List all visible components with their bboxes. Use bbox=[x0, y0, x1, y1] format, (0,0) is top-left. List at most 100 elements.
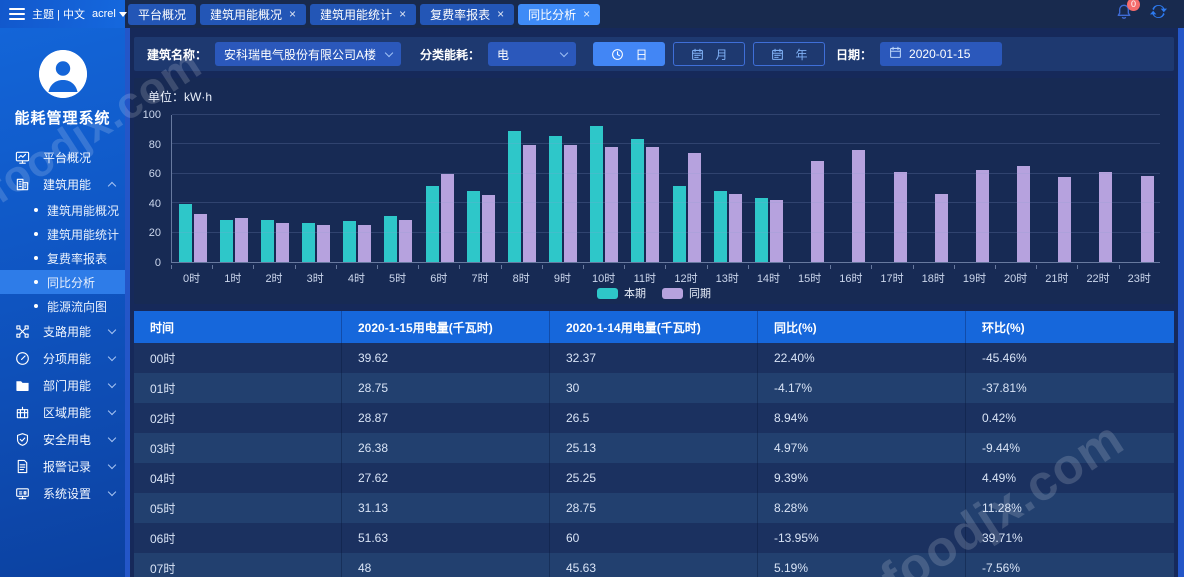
sidebar-item-系统设置[interactable]: 系统设置 bbox=[0, 480, 125, 507]
chevron-down-icon bbox=[107, 379, 117, 389]
bullet-dot bbox=[34, 280, 38, 284]
building-select-value: 安科瑞电气股份有限公司A楼 bbox=[224, 47, 377, 62]
refresh-icon bbox=[1149, 5, 1168, 25]
bar-本期-7时 bbox=[466, 191, 480, 262]
tab-close-icon[interactable]: × bbox=[289, 7, 297, 21]
date-value: 2020-01-15 bbox=[909, 47, 971, 61]
sidebar-subitem-建筑用能概况[interactable]: 建筑用能概况 bbox=[0, 198, 125, 222]
table-cell: 9.39% bbox=[758, 463, 966, 493]
building-name-label: 建筑名称： bbox=[147, 47, 208, 62]
date-picker-input[interactable]: 2020-01-15 bbox=[880, 42, 1003, 66]
y-axis-tick: 60 bbox=[148, 168, 161, 181]
tab-label: 复费率报表 bbox=[430, 7, 491, 22]
bar-同期-13时 bbox=[728, 194, 742, 262]
sidebar-subitem-能源流向图[interactable]: 能源流向图 bbox=[0, 294, 125, 318]
tab-5[interactable]: 同比分析 × bbox=[518, 3, 601, 25]
user-menu[interactable]: acrel bbox=[92, 8, 127, 20]
chevron-down-icon bbox=[107, 352, 117, 362]
y-axis-tick: 40 bbox=[148, 197, 161, 210]
x-axis-label: 14时 bbox=[747, 265, 789, 285]
sidebar-subitem-复费率报表[interactable]: 复费率报表 bbox=[0, 246, 125, 270]
sidebar-subitem-同比分析[interactable]: 同比分析 bbox=[0, 270, 125, 294]
period-button-月[interactable]: 月 bbox=[673, 42, 746, 66]
energy-category-select[interactable]: 电 bbox=[488, 42, 577, 66]
legend-item-同期[interactable]: 同期 bbox=[662, 285, 711, 301]
tab-close-icon[interactable]: × bbox=[583, 7, 591, 21]
x-axis-label: 16时 bbox=[830, 265, 871, 285]
bar-group-7时 bbox=[460, 115, 501, 262]
tab-close-icon[interactable]: × bbox=[399, 7, 407, 21]
bar-同期-8时 bbox=[522, 145, 536, 262]
table-cell: 01时 bbox=[134, 373, 342, 403]
sidebar-subitem-label: 同比分析 bbox=[47, 275, 96, 290]
table-header-row: 时间 2020-1-15用电量(千瓦时) 2020-1-14用电量(千瓦时) 同比(%… bbox=[134, 311, 1174, 343]
sidebar-item-部门用能[interactable]: 部门用能 bbox=[0, 372, 125, 399]
bar-group-2时 bbox=[254, 115, 295, 262]
chart-legend: 本期 同期 bbox=[134, 285, 1174, 301]
gridline bbox=[172, 202, 1160, 204]
table-header-cell: 同比(%) bbox=[758, 311, 966, 343]
bar-本期-4时 bbox=[343, 221, 357, 262]
bar-本期-3时 bbox=[302, 223, 316, 262]
theme-language-label[interactable]: 主题 | 中文 bbox=[32, 9, 85, 21]
sidebar-item-区域用能[interactable]: 区域用能 bbox=[0, 399, 125, 426]
x-axis-label: 13时 bbox=[706, 265, 748, 285]
period-button-日[interactable]: 日 bbox=[593, 42, 666, 66]
table-cell: 03时 bbox=[134, 433, 342, 463]
sidebar: 能耗管理系统 平台概况 建筑用能 建筑用能概况 建筑用能统计 复费率报表 同比分析 能源流向… bbox=[0, 28, 125, 577]
sidebar-item-分项用能[interactable]: 分项用能 bbox=[0, 345, 125, 372]
period-button-年[interactable]: 年 bbox=[753, 42, 826, 66]
bar-本期-14时 bbox=[754, 198, 768, 262]
sidebar-item-安全用电[interactable]: 安全用电 bbox=[0, 426, 125, 453]
alarm-record-icon bbox=[15, 459, 31, 475]
bar-同期-14时 bbox=[769, 199, 783, 262]
branch-energy-icon bbox=[15, 324, 31, 340]
refresh-button[interactable] bbox=[1149, 2, 1168, 26]
legend-item-本期[interactable]: 本期 bbox=[597, 285, 646, 301]
avatar[interactable] bbox=[38, 50, 87, 98]
sidebar-item-label: 系统设置 bbox=[43, 487, 92, 501]
chevron-down-icon bbox=[384, 48, 394, 57]
table-row-02时: 02时 28.87 26.5 8.94% 0.42% bbox=[134, 403, 1174, 433]
sidebar-item-平台概况[interactable]: 平台概况 bbox=[0, 144, 125, 171]
tab-label: 建筑用能统计 bbox=[320, 7, 393, 22]
sidebar-subitem-label: 复费率报表 bbox=[47, 251, 108, 266]
sidebar-item-建筑用能[interactable]: 建筑用能 bbox=[0, 171, 125, 198]
table-row-07时: 07时 48 45.63 5.19% -7.56% bbox=[134, 553, 1174, 577]
chevron-up-icon bbox=[107, 181, 117, 191]
table-header-cell: 2020-1-15用电量(千瓦时) bbox=[342, 311, 550, 343]
table-cell: 07时 bbox=[134, 553, 342, 577]
gridline bbox=[172, 172, 1160, 174]
bar-group-4时 bbox=[337, 115, 378, 262]
bar-同期-10时 bbox=[605, 146, 619, 262]
x-axis-label: 5时 bbox=[377, 265, 418, 285]
tab-4[interactable]: 复费率报表 × bbox=[420, 3, 515, 25]
bar-本期-0时 bbox=[178, 203, 192, 262]
bar-同期-7时 bbox=[481, 194, 495, 262]
bar-同期-21时 bbox=[1058, 176, 1072, 262]
table-body: 00时 39.62 32.37 22.40% -45.46% 01时 28.75 30 -4.1… bbox=[134, 343, 1174, 577]
chart-y-axis: 0 20 40 60 80 100 bbox=[134, 109, 167, 269]
chevron-down-icon bbox=[107, 325, 117, 335]
bar-同期-18时 bbox=[934, 194, 948, 262]
building-energy-icon bbox=[15, 177, 31, 193]
x-axis-label: 7时 bbox=[459, 265, 500, 285]
sidebar-subitem-建筑用能统计[interactable]: 建筑用能统计 bbox=[0, 222, 125, 246]
tab-1[interactable]: 平台概况 bbox=[128, 3, 197, 25]
table-cell: 39.62 bbox=[342, 343, 550, 373]
notifications-button[interactable]: 0 bbox=[1115, 0, 1140, 26]
menu-toggle-icon[interactable] bbox=[9, 8, 25, 20]
chart-unit-label: 单位：kW·h bbox=[148, 90, 212, 104]
tab-2[interactable]: 建筑用能概况 × bbox=[200, 3, 307, 25]
building-select[interactable]: 安科瑞电气股份有限公司A楼 bbox=[215, 42, 402, 66]
table-row-00时: 00时 39.62 32.37 22.40% -45.46% bbox=[134, 343, 1174, 373]
sidebar-item-支路用能[interactable]: 支路用能 bbox=[0, 318, 125, 345]
tab-3[interactable]: 建筑用能统计 × bbox=[310, 3, 417, 25]
bar-group-5时 bbox=[378, 115, 419, 262]
table-cell: -37.81% bbox=[982, 381, 1027, 395]
bullet-dot bbox=[34, 304, 38, 308]
sidebar-item-报警记录[interactable]: 报警记录 bbox=[0, 453, 125, 480]
table-cell: 02时 bbox=[134, 403, 342, 433]
y-axis-tick: 20 bbox=[148, 227, 161, 240]
tab-close-icon[interactable]: × bbox=[497, 7, 505, 21]
